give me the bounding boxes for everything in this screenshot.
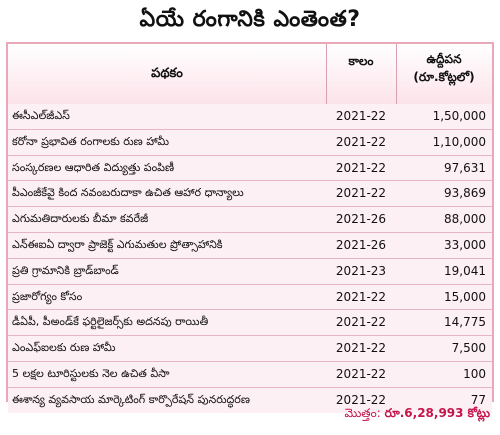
header-scheme: పథకం — [151, 66, 183, 81]
table-row: కరోనా ప్రభావిత రంగాలకు రుణ హామీ 2021-22 1,… — [8, 129, 492, 156]
table-header: పథకం కాలం ఉద్దీపన (రూ.కోట్లలో) — [8, 44, 492, 105]
row-year: 2021-23 — [335, 263, 387, 278]
table-row: ఈసీఎల్‌జీఎస్‌ 2021-22 1,50,000 — [8, 104, 492, 130]
row-scheme: ఎంఎఫ్‌ఐలకు రుణ హామీ — [12, 341, 116, 355]
row-scheme: ఈసీఎల్‌జీఎస్‌ — [12, 109, 70, 122]
table-row: ఎంఎఫ్‌ఐలకు రుణ హామీ 2021-22 7,500 — [8, 336, 492, 362]
table-body: ఈసీఎల్‌జీఎస్‌ 2021-22 1,50,000 కరోనా ప్రభావ… — [8, 104, 492, 413]
row-scheme: కరోనా ప్రభావిత రంగాలకు రుణ హామీ — [12, 134, 169, 148]
row-amount: 14,775 — [444, 315, 486, 330]
row-amount: 93,869 — [444, 186, 486, 201]
total-value: రూ.6,28,993 కోట్లు — [384, 406, 490, 420]
table-row: ప్రజారోగ్యం కోసం 2021-22 15,000 — [8, 284, 492, 311]
row-year: 2021-22 — [335, 109, 387, 123]
row-scheme: 5 లక్షల టూరిస్టులకు నెల ఉచిత వీసా — [12, 366, 170, 380]
table-row: ప్రతి గ్రామానికి బ్రాడ్‌బాండ్‌ 2021-23 19,… — [8, 258, 492, 285]
table-row: 5 లక్షల టూరిస్టులకు నెల ఉచిత వీసా 2021-22… — [8, 361, 492, 388]
table-row: సంస్కరణల ఆధారిత విద్యుత్తు పంపిణీ 2021-22… — [8, 155, 492, 182]
row-scheme: పీఎంజీకేవై కింద నవంబరుదాకా ఉచిత ఆహార ధాన… — [12, 186, 244, 200]
row-year: 2021-22 — [335, 134, 387, 149]
row-scheme: ఈశాన్య వ్యవసాయ మార్కెటింగ్‌ కార్పొరేషన్‌… — [12, 392, 250, 406]
page-title: ఏయే రంగానికి ఎంతెంత? — [139, 7, 361, 32]
header-amount-line2: (రూ.కోట్లలో) — [413, 70, 475, 84]
row-year: 2021-26 — [335, 237, 387, 252]
total-label: మొత్తం: — [344, 406, 381, 420]
row-amount: 15,000 — [444, 289, 486, 304]
row-scheme: ప్రతి గ్రామానికి బ్రాడ్‌బాండ్‌ — [12, 263, 119, 277]
row-year: 2021-22 — [335, 392, 387, 407]
row-amount: 100 — [463, 366, 486, 381]
row-amount: 1,10,000 — [432, 134, 486, 149]
row-amount: 1,50,000 — [432, 109, 486, 123]
row-year: 2021-22 — [335, 186, 387, 201]
header-amount-line1: ఉద్దీపన — [426, 52, 462, 66]
row-amount: 19,041 — [444, 263, 486, 278]
row-year: 2021-22 — [335, 341, 387, 356]
table-row: పీఎంజీకేవై కింద నవంబరుదాకా ఉచిత ఆహార ధాన… — [8, 181, 492, 208]
header-year: కాలం — [348, 54, 374, 68]
row-year: 2021-22 — [335, 160, 387, 175]
table-row: ఎగుమతిదారులకు బీమా కవరేజీ 2021-26 88,000 — [8, 207, 492, 233]
row-scheme: డీఏపీ, పీఅండ్‌కే ఫర్టిలైజర్స్‌కు అదనపు ర… — [12, 315, 209, 329]
row-scheme: సంస్కరణల ఆధారిత విద్యుత్తు పంపిణీ — [12, 160, 175, 174]
row-year: 2021-22 — [335, 289, 387, 304]
table-row: డీఏపీ, పీఅండ్‌కే ఫర్టిలైజర్స్‌కు అదనపు ర… — [8, 310, 492, 337]
row-scheme: ప్రజారోగ్యం కోసం — [12, 289, 83, 303]
row-amount: 77 — [470, 392, 486, 407]
table-row: ఎన్‌ఈఐఏ ద్వారా ప్రాజెక్ట్‌ ఎగుమతుల ప్రోత… — [8, 232, 492, 259]
row-amount: 7,500 — [451, 341, 486, 356]
row-year: 2021-26 — [335, 212, 387, 227]
stimulus-table: పథకం కాలం ఉద్దీపన (రూ.కోట్లలో) ఈసీఎల్‌జీ… — [6, 42, 494, 413]
row-scheme: ఎన్‌ఈఐఏ ద్వారా ప్రాజెక్ట్‌ ఎగుమతుల ప్రోత… — [12, 237, 223, 251]
table-row: ఈశాన్య వ్యవసాయ మార్కెటింగ్‌ కార్పొరేషన్‌… — [8, 387, 492, 413]
row-amount: 88,000 — [444, 212, 486, 227]
row-year: 2021-22 — [335, 366, 387, 381]
row-scheme: ఎగుమతిదారులకు బీమా కవరేజీ — [12, 212, 149, 226]
header-amount: ఉద్దీపన (రూ.కోట్లలో) — [396, 50, 492, 86]
row-year: 2021-22 — [335, 315, 387, 330]
row-amount: 33,000 — [444, 237, 486, 252]
row-amount: 97,631 — [444, 160, 486, 175]
total-line: మొత్తం: రూ.6,28,993 కోట్లు — [344, 406, 490, 423]
